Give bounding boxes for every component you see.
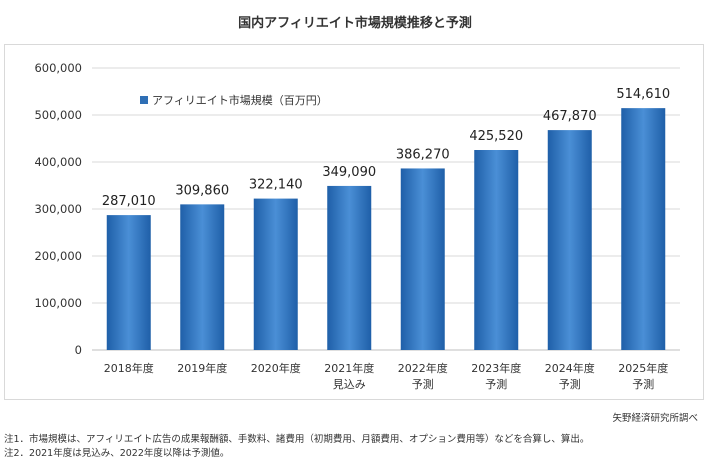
y-tick-label: 100,000 xyxy=(34,296,82,310)
bar xyxy=(253,198,298,350)
data-label: 467,870 xyxy=(543,109,597,124)
bar xyxy=(180,204,225,350)
data-labels: 287,010 309,860 322,140 349,090 386,270 425,5… xyxy=(102,87,670,209)
data-label: 425,520 xyxy=(469,129,523,144)
axes: 0 100,000 200,000 300,000 400,000 500,000 600,… xyxy=(34,61,668,391)
data-label: 514,610 xyxy=(616,87,670,102)
chart-frame xyxy=(4,44,704,400)
bar xyxy=(400,168,445,350)
bar xyxy=(474,150,519,350)
x-tick-label: 予測 xyxy=(485,377,507,391)
x-tick-label: 2022年度 xyxy=(398,361,448,375)
x-tick-label: 2025年度 xyxy=(618,361,668,375)
x-tick-label: 2023年度 xyxy=(471,361,521,375)
x-tick-label: 2021年度 xyxy=(324,361,374,375)
x-tick-label: 予測 xyxy=(412,377,434,391)
x-tick-label: 2020年度 xyxy=(251,361,301,375)
x-tick-label: 2019年度 xyxy=(177,361,227,375)
bar xyxy=(621,108,666,350)
y-tick-label: 500,000 xyxy=(34,108,82,122)
y-tick-label: 0 xyxy=(75,343,82,357)
x-tick-label: 2018年度 xyxy=(104,361,154,375)
chart-title: 国内アフィリエイト市場規模推移と予測 xyxy=(238,16,472,31)
x-tick-label: 2024年度 xyxy=(545,361,595,375)
footnote-2: 注2．2021年度は見込み、2022年度以降は予測値。 xyxy=(4,448,230,459)
y-tick-label: 600,000 xyxy=(34,61,82,75)
source-credit: 矢野経済研究所調べ xyxy=(612,413,698,424)
footnote-1: 注1．市場規模は、アフィリエイト広告の成果報酬額、手数料、諸費用（初期費用、月額… xyxy=(4,434,590,445)
data-label: 287,010 xyxy=(102,194,156,209)
y-tick-label: 200,000 xyxy=(34,249,82,263)
data-label: 309,860 xyxy=(175,183,229,198)
y-tick-label: 300,000 xyxy=(34,202,82,216)
legend: アフィリエイト市場規模（百万円） xyxy=(140,92,328,108)
x-tick-label: 予測 xyxy=(559,377,581,391)
x-tick-label: 予測 xyxy=(632,377,654,391)
data-label: 386,270 xyxy=(396,147,450,162)
bar xyxy=(547,130,592,350)
data-label: 349,090 xyxy=(322,165,376,180)
legend-label: アフィリエイト市場規模（百万円） xyxy=(152,94,328,107)
bar xyxy=(327,185,372,350)
x-tick-label: 見込み xyxy=(333,378,366,391)
data-label: 322,140 xyxy=(249,178,303,193)
bar xyxy=(106,215,151,350)
y-tick-label: 400,000 xyxy=(34,155,82,169)
bars xyxy=(106,108,666,350)
legend-swatch xyxy=(140,96,148,104)
